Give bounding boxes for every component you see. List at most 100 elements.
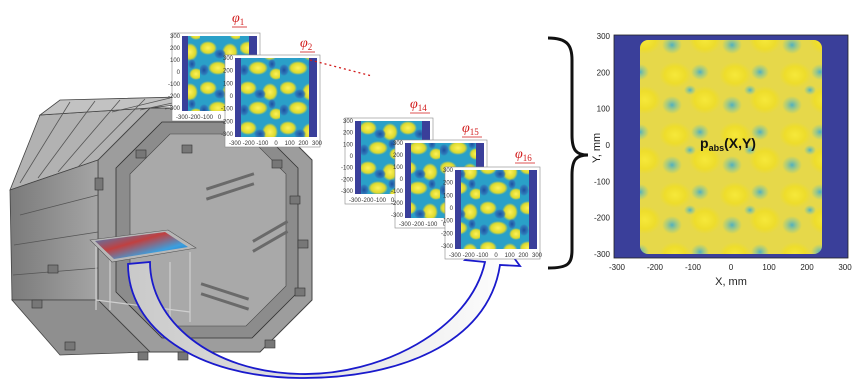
frame-xtick: 0 [218,115,222,121]
result-label-args: (X,Y) [724,135,756,151]
result-xlabel: X, mm [715,276,747,288]
frame-xtick: -100 [374,198,387,204]
frame-symbol: φ [462,121,470,136]
frame-xtick: 0 [274,141,278,147]
frame-xtick: -300 [449,253,462,259]
frame-xtick: -300 [176,115,189,121]
frame-xtick: -100 [201,115,214,121]
frame-xtick: -200 [243,141,256,147]
frame-xtick: 100 [505,253,516,259]
frame-ytick: 200 [393,153,404,159]
frame-label-phi16: φ16 [515,147,532,163]
frame-ytick: 200 [170,46,181,52]
result-plot: 300 200 100 0 -100 -200 -300 -300 -200 -100 0 100 2… [591,32,852,288]
result-ytick: 300 [597,32,611,41]
frame-xtick: -100 [476,253,489,259]
frame-subscript: 2 [308,42,313,52]
frame-ytick: 0 [400,177,404,183]
frame-subscript: 1 [240,17,245,27]
result-ylabel: Y, mm [591,133,603,163]
frame-ytick: -100 [391,189,404,195]
frame-ytick: -200 [391,201,404,207]
frame-xtick: -300 [229,141,242,147]
frame-ytick: 100 [170,58,181,64]
result-plot-frame [613,34,849,259]
frame-symbol: φ [300,36,308,51]
result-ytick: 0 [606,141,611,150]
frame-ytick: -300 [391,213,404,219]
frame-phi15: 3002001000-100-200-300-300-200-100010020… [391,121,490,229]
result-field-map [640,40,822,254]
frame-xtick: 300 [312,141,323,147]
frame-ytick: 0 [177,70,181,76]
frame-label-phi2: φ2 [300,36,312,52]
frame-ytick: 100 [393,165,404,171]
result-xtick: -300 [609,263,626,272]
result-xtick: -100 [685,263,702,272]
frame-symbol: φ [515,147,523,162]
result-ytick: -100 [594,177,611,186]
frame-xtick: -200 [412,222,425,228]
result-ytick: 100 [597,105,611,114]
frame-ytick: 200 [443,181,454,187]
frame-xtick: -300 [399,222,412,228]
result-center-label: pabs(X,Y) [700,135,756,153]
frame-xtick: -100 [256,141,269,147]
frame-ytick: -200 [221,119,234,125]
chamber-tabs [31,144,309,361]
frame-subscript: 16 [523,153,533,163]
frame-ytick: 300 [343,119,354,125]
chamber-vent-slots [200,172,289,311]
frame-ytick: 100 [443,193,454,199]
frame-label-phi1: φ1 [232,11,244,27]
frame-ytick: -200 [168,94,181,100]
frame-ytick: -100 [221,107,234,113]
frame-ytick: 300 [223,56,234,62]
result-ytick: -200 [594,214,611,223]
frame-subscript: 15 [470,127,480,137]
frame-ytick: -100 [441,219,454,225]
frame-ytick: 0 [350,154,354,160]
transfer-arrow [127,230,522,379]
frame-ytick: -300 [168,106,181,112]
combine-brace [547,36,589,270]
result-ytick: -300 [594,250,611,259]
result-xtick: 300 [838,263,852,272]
frame-ytick: -200 [441,231,454,237]
frame-ytick: 200 [223,69,234,75]
frame-subscript: 14 [418,103,428,113]
frame-xtick: 200 [298,141,309,147]
frame-ytick: 300 [393,141,404,147]
result-xtick: 200 [800,263,814,272]
frame-xtick: 100 [285,141,296,147]
frame-xtick: -100 [425,222,438,228]
frame-symbol: φ [410,97,418,112]
frame-ytick: -100 [168,82,181,88]
result-label-main: p [700,135,709,151]
frame-xtick: 0 [494,253,498,259]
frame-ytick: -300 [221,132,234,138]
result-yticks: 300 200 100 0 -100 -200 -300 [594,32,611,259]
frame-ytick: -100 [341,166,354,172]
frame-label-phi14: φ14 [410,97,427,113]
result-xticks: -300 -200 -100 0 100 200 300 [609,263,852,272]
sample-field-map [95,232,188,259]
chamber-bottom-left-panel [11,299,151,356]
result-xtick: 0 [729,263,734,272]
frame-ytick: -300 [341,189,354,195]
result-xtick: -200 [647,263,664,272]
frame-symbol: φ [232,11,240,26]
frame-xtick: 300 [532,253,543,259]
frame-label-phi15: φ15 [462,121,479,137]
frame-xtick: 0 [391,198,395,204]
frame-ytick: 300 [170,34,181,40]
result-ytick: 200 [597,68,611,77]
frame-ytick: 100 [223,81,234,87]
frame-ytick: 0 [230,94,234,100]
frame-ytick: 0 [450,206,454,212]
sequence-ellipsis [309,59,373,77]
frame-xtick: -200 [188,115,201,121]
